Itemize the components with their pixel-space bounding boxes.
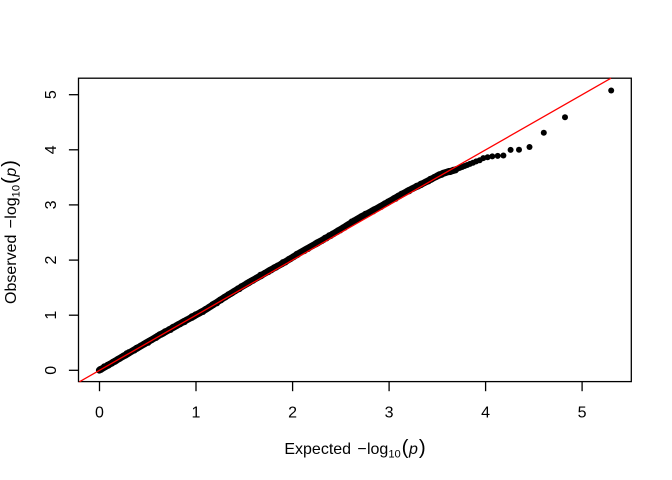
svg-text:Observed −log10(p): Observed −log10(p) bbox=[0, 160, 23, 304]
svg-text:1: 1 bbox=[43, 311, 60, 320]
svg-text:5: 5 bbox=[578, 404, 587, 421]
svg-text:3: 3 bbox=[43, 200, 60, 209]
svg-text:4: 4 bbox=[43, 145, 60, 154]
svg-text:5: 5 bbox=[43, 90, 60, 99]
svg-text:4: 4 bbox=[481, 404, 490, 421]
svg-text:2: 2 bbox=[288, 404, 297, 421]
svg-text:0: 0 bbox=[43, 366, 60, 375]
svg-text:1: 1 bbox=[192, 404, 201, 421]
svg-text:Expected −log10(p): Expected −log10(p) bbox=[284, 436, 425, 461]
svg-text:0: 0 bbox=[95, 404, 104, 421]
svg-text:3: 3 bbox=[385, 404, 394, 421]
svg-text:2: 2 bbox=[43, 256, 60, 265]
